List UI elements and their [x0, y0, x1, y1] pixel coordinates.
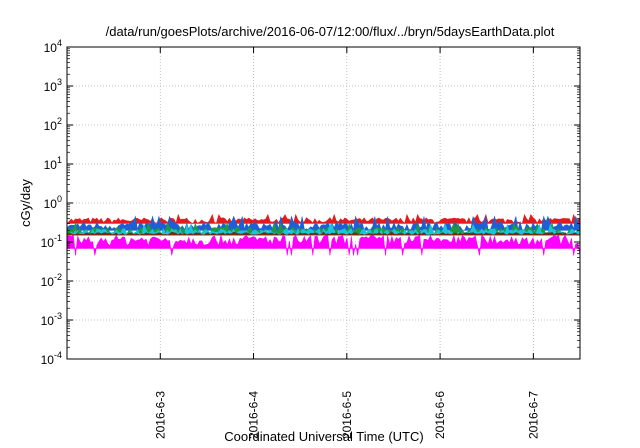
y-tick-label: 104: [44, 38, 62, 55]
series-layer: [66, 213, 581, 256]
y-axis: 10-4 10-3 10-2 10-1 100 101 102 103 104: [41, 38, 580, 367]
y-tick-label: 101: [44, 155, 62, 172]
y-tick-label: 10-4: [41, 350, 62, 367]
x-axis: 2016-6-3 2016-6-4 2016-6-5 2016-6-6 2016-6-7: [153, 47, 540, 439]
plot-frame: [66, 46, 581, 360]
y-tick-label: 10-2: [41, 272, 62, 289]
x-tick-label: 2016-6-5: [340, 391, 354, 439]
series-band: [66, 234, 581, 256]
y-tick-label: 102: [44, 116, 62, 133]
series-band: [66, 213, 581, 225]
y-tick-label: 10-1: [41, 233, 62, 250]
chart-title: /data/run/goesPlots/archive/2016-06-07/1…: [106, 24, 555, 39]
series-band: [66, 231, 581, 236]
y-tick-label: 103: [44, 77, 62, 94]
grid-lines: [67, 47, 580, 359]
x-tick-label: 2016-6-3: [153, 391, 167, 439]
x-tick-label: 2016-6-7: [526, 391, 540, 439]
x-tick-label: 2016-6-6: [433, 391, 447, 439]
y-axis-title: cGy/day: [18, 179, 33, 227]
y-tick-label: 100: [44, 194, 62, 211]
y-tick-label: 10-3: [41, 311, 62, 328]
x-axis-title: Coordinated Universal Time (UTC): [224, 429, 423, 444]
x-tick-label: 2016-6-4: [247, 391, 261, 439]
